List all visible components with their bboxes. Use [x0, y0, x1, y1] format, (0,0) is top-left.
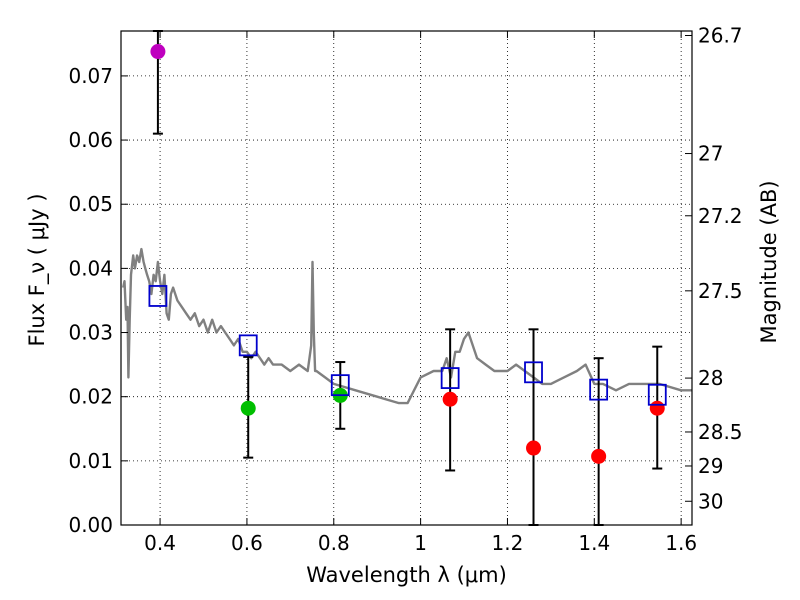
plot-frame: [120, 30, 693, 526]
model-point: [440, 367, 460, 389]
right-tick-label: 26.7: [698, 23, 743, 47]
right-tick-label: 27.2: [698, 204, 743, 228]
data-point: [150, 44, 166, 60]
model-point: [589, 378, 609, 401]
x-axis-title: Wavelength λ (μm): [306, 563, 507, 587]
model-point: [330, 374, 350, 397]
x-tick-label: 0.4: [144, 531, 176, 555]
right-tick-label: 27: [698, 142, 723, 166]
y-tick-label: 0.01: [68, 449, 113, 473]
right-tick-label: 29: [698, 454, 723, 478]
y-tick-label: 0.00: [68, 513, 113, 537]
model-point: [238, 334, 258, 357]
y-axis-title: Flux F_ν ( μJy ): [25, 193, 50, 346]
y-tick-label: 0.04: [68, 256, 113, 280]
right-tick-label: 28.5: [698, 420, 743, 444]
y-tick-label: 0.06: [68, 128, 113, 152]
grid: [121, 31, 692, 526]
x-tick-label: 0.6: [231, 531, 263, 555]
right-tick-label: 28: [698, 366, 723, 390]
error-bars: [152, 30, 663, 526]
x-tick-label: 1.4: [578, 531, 610, 555]
data-point: [591, 448, 607, 464]
right-tick-label: 27.5: [698, 279, 743, 303]
model-point: [647, 383, 667, 406]
data-point: [649, 400, 665, 416]
data-point: [442, 391, 458, 407]
data-point: [240, 400, 256, 416]
y-tick-label: 0.05: [68, 192, 113, 216]
ticks: 0.4 0.6 0.8 1 1.2 1.4 1.6 0.00 0.01 0.02 0.03 0.04 0…: [68, 23, 742, 555]
right-tick-label: 30: [698, 489, 723, 513]
x-tick-label: 1: [414, 531, 427, 555]
markers: [148, 44, 667, 464]
x-tick-label: 0.8: [318, 531, 350, 555]
y-tick-label: 0.07: [68, 64, 113, 88]
y-tick-label: 0.03: [68, 321, 113, 345]
model-point: [524, 361, 543, 384]
x-tick-label: 1.2: [492, 531, 524, 555]
data-point: [526, 440, 542, 456]
right-axis-title: Magnitude (AB): [757, 180, 781, 343]
y-tick-label: 0.02: [68, 385, 113, 409]
x-tick-label: 1.6: [665, 531, 697, 555]
model-point: [148, 285, 168, 307]
